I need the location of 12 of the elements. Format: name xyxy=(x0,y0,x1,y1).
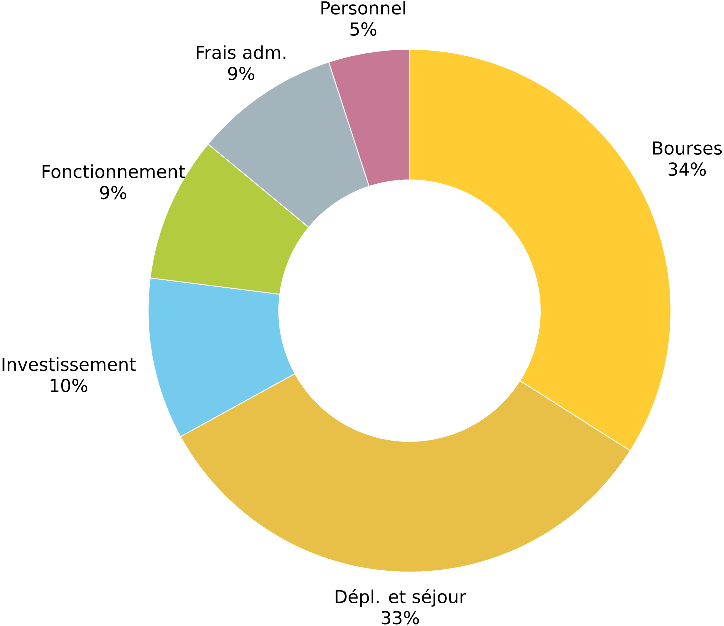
slice-label: Fonctionnement xyxy=(42,164,186,179)
data-label: 9% xyxy=(100,186,126,200)
slice-label: Investissement xyxy=(2,358,136,372)
slice-label: Frais adm. xyxy=(197,46,286,60)
data-label: 33% xyxy=(382,611,420,625)
data-label: 34% xyxy=(668,162,706,176)
data-label: 9% xyxy=(228,67,255,81)
slice-label: Personnel xyxy=(322,1,406,15)
slice-label: Dépl. et séjour xyxy=(336,589,467,608)
data-label: 5% xyxy=(350,22,377,36)
data-label: 10% xyxy=(50,379,88,393)
slice-label: Bourses xyxy=(653,142,722,156)
